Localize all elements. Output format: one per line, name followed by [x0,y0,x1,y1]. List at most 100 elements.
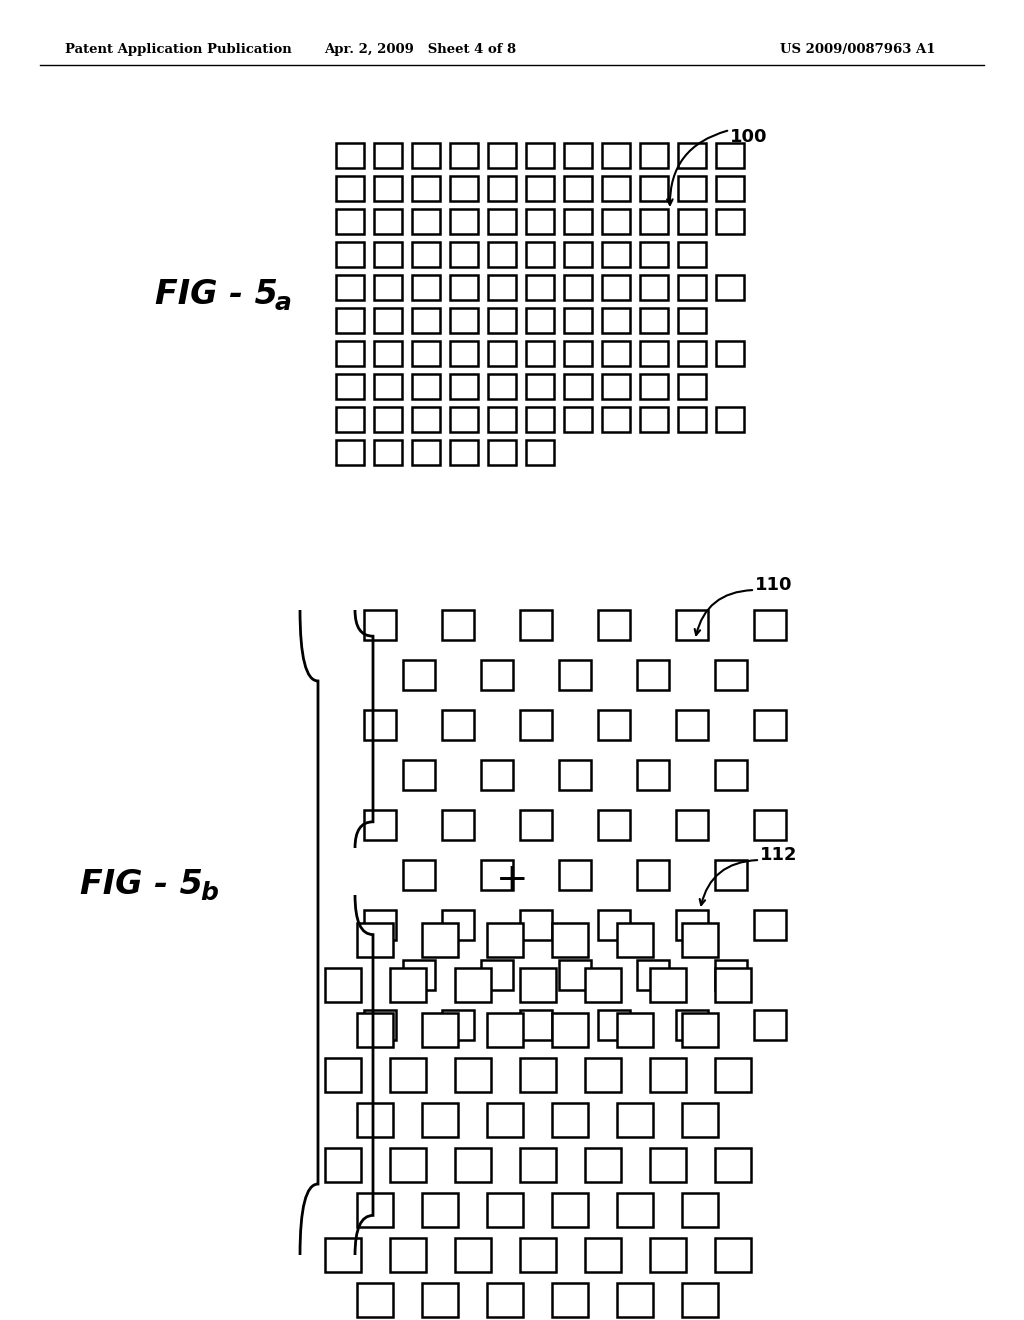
Text: a: a [275,290,292,315]
Bar [640,209,668,234]
Bar [598,710,630,741]
Bar [374,374,402,399]
Bar [676,909,708,940]
Bar [357,1193,393,1228]
Bar [520,810,552,840]
Bar [715,1059,751,1092]
Bar [336,176,364,201]
Bar [450,143,478,168]
Bar [520,1238,556,1272]
Bar [412,275,440,300]
Bar [374,341,402,366]
Bar [715,1238,751,1272]
Bar [754,909,786,940]
Bar [488,374,516,399]
Bar [336,308,364,333]
Bar [403,760,435,789]
Bar [564,143,592,168]
Bar [564,407,592,432]
Bar [526,308,554,333]
Bar [682,923,718,957]
Bar [640,176,668,201]
Bar [526,374,554,399]
Bar [412,440,440,465]
Bar [598,810,630,840]
Bar [676,1010,708,1040]
Bar [682,1193,718,1228]
Bar [390,1148,426,1181]
Bar [374,275,402,300]
Bar [374,407,402,432]
Bar [412,209,440,234]
Bar [715,968,751,1002]
Bar [357,1283,393,1317]
Bar [390,1059,426,1092]
Bar [637,660,669,690]
Bar [716,341,744,366]
Bar [455,1238,490,1272]
Bar [488,242,516,267]
Bar [552,1193,588,1228]
Bar [585,968,621,1002]
Bar [754,610,786,640]
Bar [678,308,706,333]
Bar [552,923,588,957]
Bar [488,407,516,432]
Bar [526,407,554,432]
Text: US 2009/0087963 A1: US 2009/0087963 A1 [780,44,936,57]
Bar [325,1238,361,1272]
Bar [617,1104,653,1137]
Bar [364,1010,396,1040]
Bar [336,242,364,267]
Bar [403,960,435,990]
Bar [455,968,490,1002]
Bar [678,209,706,234]
Bar [390,968,426,1002]
Bar [602,275,630,300]
Bar [364,810,396,840]
Bar [754,810,786,840]
Bar [487,1283,523,1317]
Bar [526,176,554,201]
Bar [390,1238,426,1272]
Bar [682,1104,718,1137]
Bar [336,209,364,234]
Bar [422,1283,458,1317]
Bar [488,176,516,201]
Bar [488,308,516,333]
Bar [598,1010,630,1040]
Bar [488,143,516,168]
Bar [650,1059,686,1092]
Bar [487,1104,523,1137]
Text: 110: 110 [755,576,793,594]
Text: FIG - 5: FIG - 5 [80,869,203,902]
Text: Patent Application Publication: Patent Application Publication [65,44,292,57]
Bar [585,1059,621,1092]
Bar [526,341,554,366]
Bar [678,143,706,168]
Bar [564,176,592,201]
Bar [754,710,786,741]
Text: b: b [200,880,218,906]
Text: 100: 100 [730,128,768,147]
Bar [602,176,630,201]
Bar [585,1238,621,1272]
Bar [412,407,440,432]
Bar [412,143,440,168]
Bar [682,1283,718,1317]
Bar [520,610,552,640]
Bar [617,1283,653,1317]
Text: Apr. 2, 2009   Sheet 4 of 8: Apr. 2, 2009 Sheet 4 of 8 [324,44,516,57]
Bar [481,861,513,890]
Bar [374,308,402,333]
Bar [442,909,474,940]
Bar [676,810,708,840]
Bar [442,810,474,840]
Bar [640,242,668,267]
Bar [676,710,708,741]
Bar [520,968,556,1002]
Bar [412,176,440,201]
Bar [422,1104,458,1137]
Bar [374,143,402,168]
Bar [526,143,554,168]
